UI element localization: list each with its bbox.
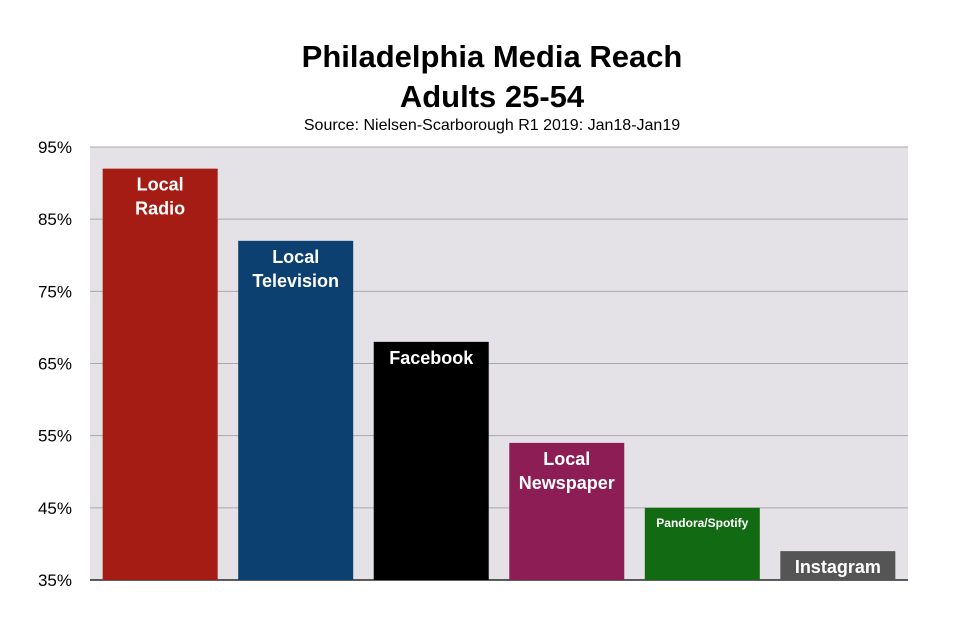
y-tick-label: 85% — [38, 210, 72, 229]
y-tick-label: 75% — [38, 282, 72, 301]
y-tick-label: 55% — [38, 427, 72, 446]
bar — [238, 240, 354, 581]
y-tick-label: 45% — [38, 499, 72, 518]
bar-label: Facebook — [389, 348, 474, 368]
bar — [644, 507, 760, 580]
bar — [373, 341, 489, 580]
chart-title: Philadelphia Media Reach — [301, 39, 683, 74]
bar-label: Local Television — [252, 247, 339, 291]
y-tick-label: 65% — [38, 355, 72, 374]
bar — [102, 168, 218, 580]
y-tick-label: 35% — [38, 571, 72, 590]
chart-title-line-2: Adults 25-54 — [399, 79, 585, 114]
bar-label: Pandora/Spotify — [656, 516, 748, 530]
y-tick-label: 95% — [38, 138, 72, 157]
chart-subtitle: Source: Nielsen-Scarborough R1 2019: Jan… — [303, 117, 681, 134]
bar — [509, 442, 625, 580]
bar-label: Local Radio — [135, 175, 185, 219]
bar-label: Local Newspaper — [519, 449, 615, 493]
bar — [780, 551, 896, 580]
bar-label: Instagram — [795, 557, 881, 577]
